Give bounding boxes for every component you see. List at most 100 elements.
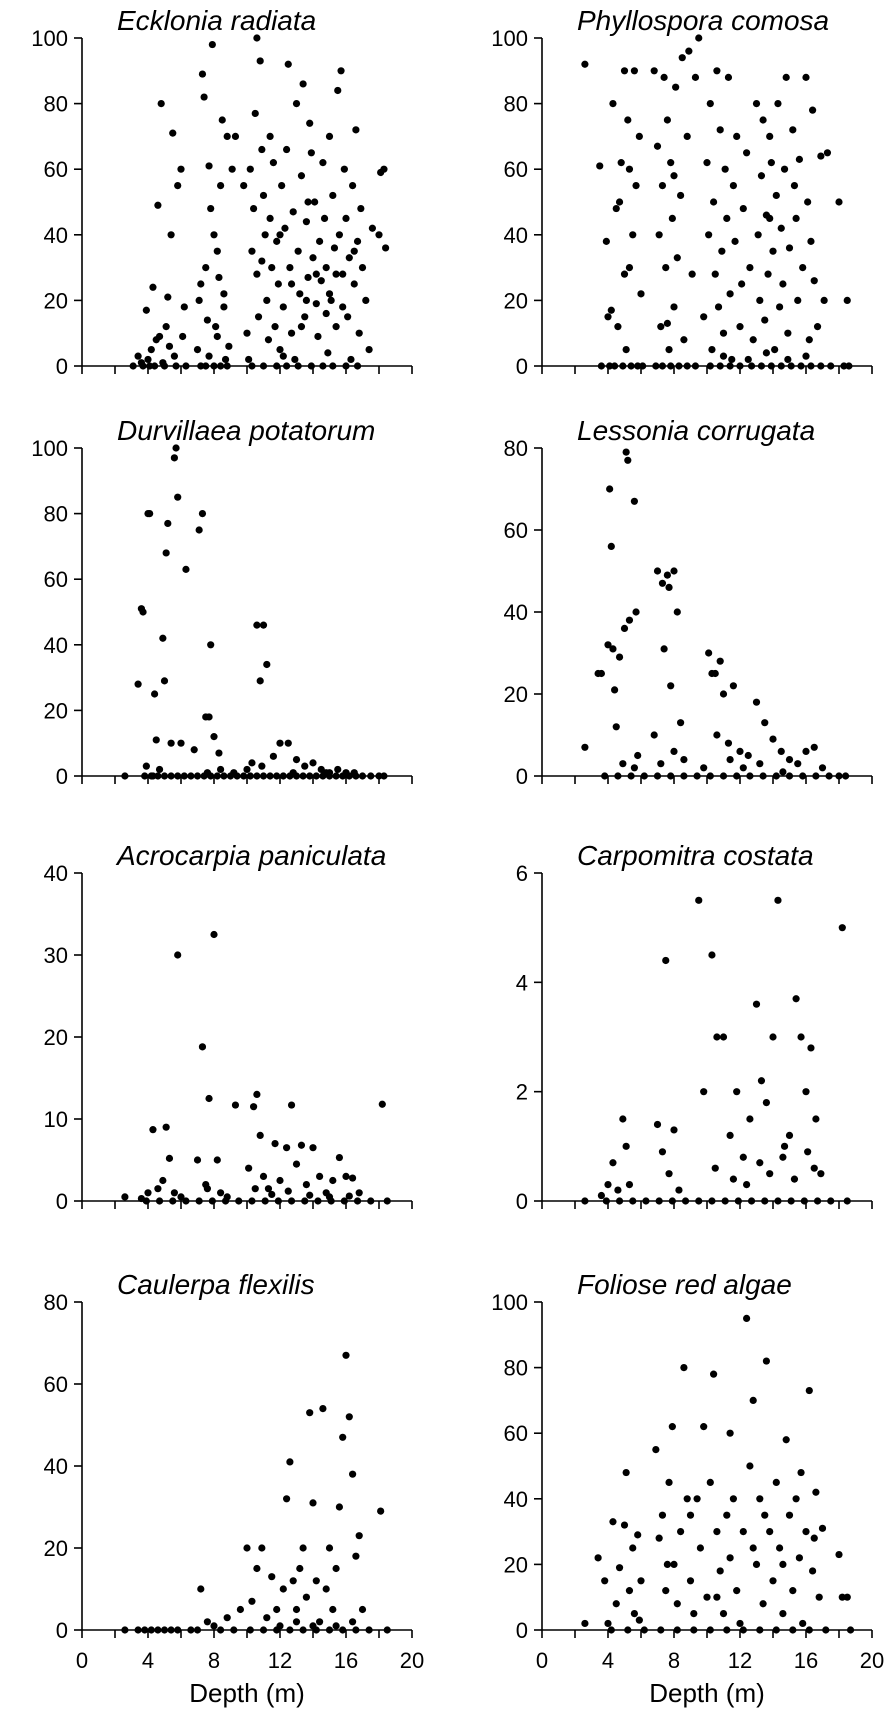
data-point: [612, 204, 620, 213]
y-tick-label: 40: [44, 223, 68, 248]
data-point: [296, 290, 304, 298]
data-point: [225, 342, 233, 350]
data-point: [609, 1518, 617, 1526]
data-point: [179, 332, 187, 341]
data-point: [845, 362, 853, 370]
data-point: [259, 191, 268, 200]
data-point: [774, 100, 782, 108]
data-point: [258, 145, 266, 154]
data-point: [792, 214, 800, 222]
data-point: [205, 1094, 213, 1103]
data-point: [223, 1614, 231, 1622]
data-point: [642, 1197, 650, 1205]
data-point: [190, 746, 198, 754]
data-point: [134, 1626, 142, 1634]
data-point: [734, 1197, 742, 1205]
data-point: [160, 362, 169, 370]
data-point: [754, 231, 762, 239]
data-point: [653, 772, 662, 780]
data-point: [820, 296, 828, 304]
data-point: [817, 362, 825, 370]
data-point: [805, 1626, 813, 1634]
data-point: [776, 303, 784, 311]
data-point: [719, 772, 728, 780]
data-point: [302, 218, 310, 226]
data-point: [297, 172, 306, 180]
x-tick-label: 0: [536, 1648, 548, 1673]
panel-title: Carpomitra costata: [577, 840, 814, 871]
data-point: [256, 57, 264, 65]
data-point: [256, 677, 264, 685]
data-point: [162, 1123, 170, 1131]
data-point: [804, 1148, 812, 1156]
data-point: [813, 323, 822, 331]
data-point: [268, 264, 276, 272]
data-point: [673, 1600, 681, 1608]
data-point: [217, 1189, 225, 1197]
data-point: [635, 132, 643, 140]
data-point: [287, 1101, 296, 1109]
data-point: [795, 155, 804, 163]
data-point: [243, 765, 251, 774]
data-point: [673, 1626, 681, 1634]
y-tick-label: 4: [516, 970, 528, 995]
data-point: [121, 1193, 129, 1201]
data-point: [307, 149, 315, 157]
data-point: [812, 1115, 820, 1123]
data-point: [375, 231, 383, 239]
data-point: [749, 1396, 757, 1404]
data-point: [706, 100, 714, 108]
panel-title: Acrocarpia paniculata: [115, 840, 386, 871]
data-point: [774, 896, 782, 904]
data-point: [724, 739, 733, 747]
data-point: [749, 1544, 757, 1552]
data-point: [306, 772, 314, 780]
data-point: [223, 1193, 231, 1201]
data-point: [761, 719, 769, 727]
y-tick-label: 0: [516, 1618, 528, 1643]
data-point: [155, 765, 164, 774]
data-point: [615, 1197, 624, 1205]
data-point: [217, 182, 225, 190]
data-point: [795, 1554, 804, 1562]
data-point: [147, 772, 155, 780]
data-point: [350, 247, 358, 255]
y-tick-label: 0: [516, 1189, 528, 1214]
data-point: [307, 362, 315, 370]
data-point: [802, 1528, 810, 1536]
data-point: [706, 1626, 714, 1634]
data-point: [612, 1600, 620, 1608]
data-point: [779, 1153, 787, 1161]
data-point: [597, 1191, 606, 1200]
data-point: [261, 1197, 269, 1205]
data-point: [169, 129, 177, 137]
data-point: [625, 165, 634, 173]
data-point: [367, 772, 375, 780]
data-point: [653, 1120, 662, 1129]
data-point: [329, 1605, 337, 1614]
data-point: [306, 1191, 314, 1199]
data-point: [203, 1185, 211, 1193]
data-point: [668, 1423, 676, 1431]
data-point: [213, 772, 221, 780]
data-point: [160, 772, 169, 780]
data-point: [719, 1610, 728, 1618]
data-point: [299, 80, 307, 88]
data-point: [345, 254, 353, 262]
data-point: [743, 1314, 751, 1322]
data-point: [221, 355, 230, 364]
data-point: [281, 224, 289, 232]
data-point: [729, 682, 738, 690]
data-point: [673, 254, 681, 262]
y-tick-label: 40: [504, 223, 528, 248]
y-tick-label: 100: [491, 26, 528, 51]
data-point: [761, 1511, 769, 1519]
data-point: [657, 760, 665, 768]
data-point: [342, 1172, 350, 1180]
data-point: [309, 1622, 317, 1630]
data-point: [604, 1619, 612, 1628]
panel-2: 0 20 40 60 80 100 Durvillaea potatorum: [31, 415, 413, 789]
data-point: [624, 116, 632, 124]
data-point: [785, 1131, 794, 1139]
data-point: [205, 162, 213, 170]
